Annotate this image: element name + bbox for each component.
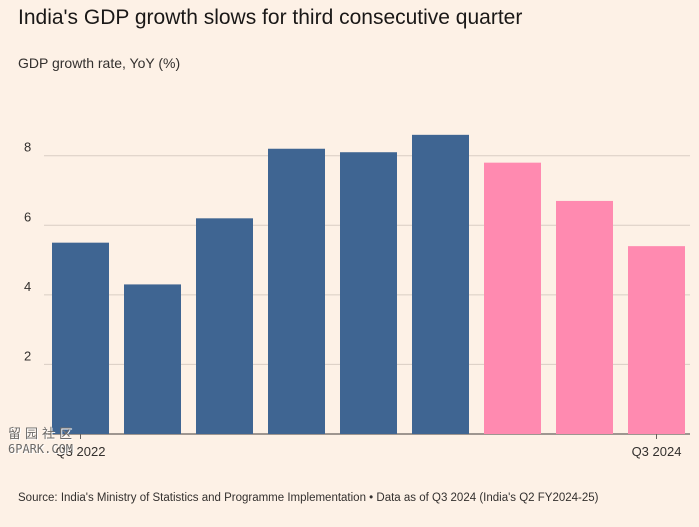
bar-q4-2022 — [124, 284, 181, 434]
x-tick-label: Q3 2024 — [632, 444, 682, 459]
watermark-domain: 6PARK.COM — [8, 442, 74, 456]
watermark-text: 留园社区 — [8, 427, 77, 442]
y-tick-labels: 2 4 6 8 — [24, 140, 31, 364]
y-tick-label: 8 — [24, 140, 31, 155]
y-axis-label: GDP growth rate, YoY (%) — [18, 55, 181, 71]
bar-q2-2024 — [556, 200, 613, 434]
y-tick-label: 4 — [24, 279, 31, 294]
bar-q2-2023 — [268, 148, 325, 434]
y-tick-label: 2 — [24, 348, 31, 363]
bar-q1-2024 — [484, 162, 541, 434]
source-note: Source: India's Ministry of Statistics a… — [18, 492, 599, 504]
bars — [52, 134, 685, 435]
bar-q3-2024 — [628, 246, 685, 434]
bar-q4-2023 — [412, 134, 469, 435]
x-tick-labels: Q3 2022 Q3 2024 — [56, 434, 682, 459]
bar-q3-2022 — [52, 242, 109, 434]
y-tick-label: 6 — [24, 209, 31, 224]
bar-q3-2023 — [340, 152, 397, 435]
chart-title: India's GDP growth slows for third conse… — [18, 6, 523, 29]
watermark: 留园社区 6PARK.COM — [8, 427, 77, 457]
bar-q1-2023 — [196, 218, 253, 434]
x-tick-label: Q3 2022 — [56, 444, 106, 459]
